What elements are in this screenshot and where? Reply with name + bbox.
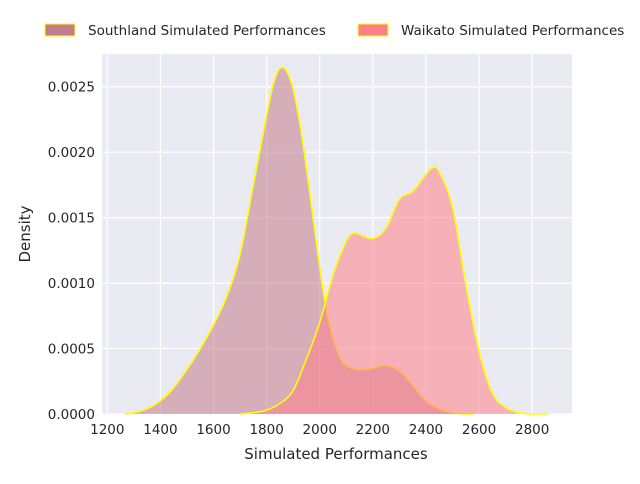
- legend-swatch-waikato: [357, 23, 389, 37]
- legend-label-waikato: Waikato Simulated Performances: [401, 23, 624, 39]
- series-area-1: [240, 167, 549, 414]
- density-areas: [124, 66, 549, 415]
- x-tick-label-0: 1200: [90, 422, 124, 438]
- legend: Southland Simulated Performances Waikato…: [44, 23, 624, 39]
- x-tick-label-5: 2200: [356, 422, 390, 438]
- y-tick-labels: 0.0000 0.0005 0.0010 0.0015 0.0020 0.0025: [48, 80, 95, 423]
- x-tick-label-3: 1800: [249, 422, 283, 438]
- x-tick-label-7: 2600: [462, 422, 496, 438]
- series-line-1: [240, 166, 549, 415]
- y-tick-label-2: 0.0010: [48, 276, 95, 292]
- x-tick-label-1: 1400: [143, 422, 177, 438]
- x-tick-labels: 1200 1400 1600 1800 2000 2200 2400 2600 2800: [90, 422, 549, 438]
- x-tick-label-8: 2800: [515, 422, 549, 438]
- legend-label-southland: Southland Simulated Performances: [88, 23, 326, 39]
- y-tick-label-0: 0.0000: [48, 407, 95, 423]
- legend-swatch-southland: [44, 23, 76, 37]
- y-tick-label-1: 0.0005: [48, 342, 95, 358]
- y-tick-label-3: 0.0015: [48, 211, 95, 227]
- y-tick-label-5: 0.0025: [48, 80, 95, 96]
- x-tick-label-6: 2400: [409, 422, 443, 438]
- y-tick-label-4: 0.0020: [48, 145, 95, 161]
- y-axis-label: Density: [16, 205, 34, 262]
- x-tick-label-2: 1600: [196, 422, 230, 438]
- series-area-0: [124, 67, 474, 415]
- x-tick-label-4: 2000: [303, 422, 337, 438]
- x-axis-label: Simulated Performances: [244, 445, 428, 463]
